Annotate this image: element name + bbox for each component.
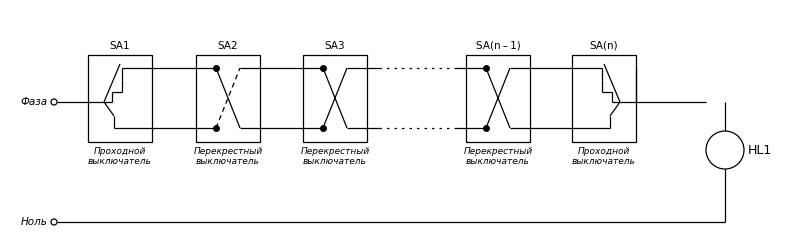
Bar: [196, 55, 260, 142]
Circle shape: [51, 219, 57, 225]
Text: SA2: SA2: [217, 41, 238, 51]
Text: Ноль: Ноль: [21, 217, 48, 227]
Bar: [88, 55, 152, 142]
Text: Фаза: Фаза: [21, 97, 48, 107]
Circle shape: [51, 99, 57, 105]
Bar: [466, 55, 530, 142]
Text: SA(n): SA(n): [590, 41, 618, 51]
Text: Перекрестный
выключатель: Перекрестный выключатель: [193, 147, 263, 167]
Text: Перекрестный
выключатель: Перекрестный выключатель: [463, 147, 533, 167]
Bar: [303, 55, 367, 142]
Text: HL1: HL1: [748, 144, 772, 156]
Text: SA3: SA3: [324, 41, 345, 51]
Circle shape: [706, 131, 744, 169]
Text: Проходной
выключатель: Проходной выключатель: [88, 147, 152, 167]
Text: SA1: SA1: [109, 41, 131, 51]
Text: Перекрестный
выключатель: Перекрестный выключатель: [300, 147, 370, 167]
Bar: [572, 55, 636, 142]
Text: Проходной
выключатель: Проходной выключатель: [572, 147, 636, 167]
Text: SA(n – 1): SA(n – 1): [475, 41, 521, 51]
